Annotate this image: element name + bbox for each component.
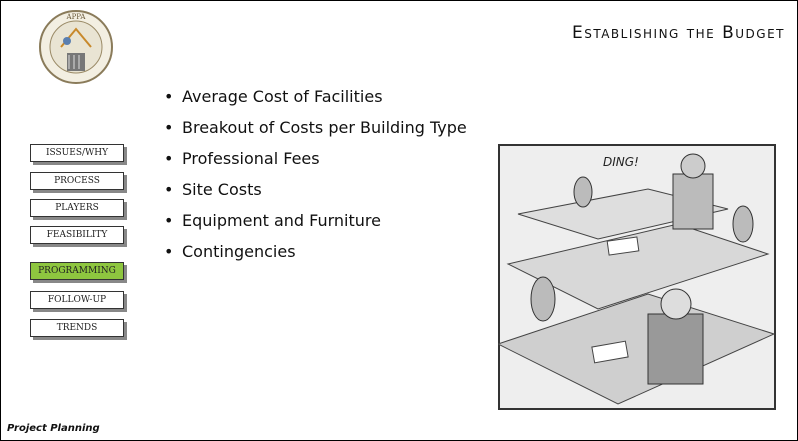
bullet: Site Costs (164, 174, 467, 205)
bullet: Average Cost of Facilities (164, 81, 467, 112)
cartoon: DING! (498, 144, 778, 412)
bullet: Contingencies (164, 236, 467, 267)
nav-button-active[interactable]: PROGRAMMING (30, 262, 124, 280)
nav-button[interactable]: TRENDS (30, 319, 124, 337)
cartoon-caption: DING! (603, 155, 639, 169)
bullet-list: Average Cost of Facilities Breakout of C… (164, 81, 467, 267)
slide: APPA Establishing the Budget ISSUES/WHY … (0, 0, 798, 441)
nav-button[interactable]: FOLLOW-UP (30, 291, 124, 309)
nav-button[interactable]: PROCESS (30, 172, 124, 190)
nav-button[interactable]: FEASIBILITY (30, 226, 124, 244)
bullet: Professional Fees (164, 143, 467, 174)
footer: Project Planning (7, 423, 100, 434)
bullet: Breakout of Costs per Building Type (164, 112, 467, 143)
nav-button[interactable]: ISSUES/WHY (30, 144, 124, 162)
slide-title: Establishing the Budget (572, 23, 785, 43)
logo: APPA (31, 7, 123, 87)
logo-text: APPA (66, 13, 87, 21)
nav-button[interactable]: PLAYERS (30, 199, 124, 217)
bullet: Equipment and Furniture (164, 205, 467, 236)
